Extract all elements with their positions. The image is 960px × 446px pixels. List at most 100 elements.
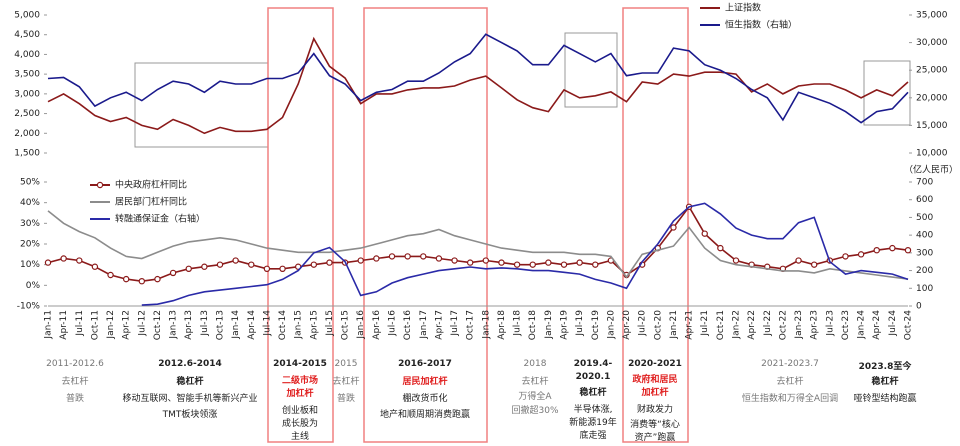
highlight-box (134, 62, 269, 148)
x-tick-label: Apr-20 (622, 310, 632, 340)
y2-tick-label: 500 (916, 213, 933, 223)
point (185, 265, 192, 272)
x-tick-label: Apr-13 (184, 310, 194, 340)
y2-tick-label: 20,000 (916, 93, 948, 103)
annotation: 回撤超30% (511, 406, 559, 416)
annotation: 稳杠杆 (176, 377, 204, 387)
y-tick-label: 2,500 (14, 109, 40, 119)
annotation: 2014-2015 (273, 359, 327, 369)
point (451, 257, 458, 264)
annotation: 2020-2021 (628, 359, 682, 369)
period-box (622, 7, 689, 443)
legend-marker (96, 181, 104, 189)
point (107, 271, 114, 279)
x-tick-label: Jul-22 (763, 310, 773, 337)
x-tick-label: Oct-16 (403, 310, 413, 341)
point (482, 257, 490, 264)
x-tick-label: Oct-24 (904, 310, 914, 341)
y-tick-label: 4,500 (14, 30, 40, 40)
y-tick-label: 50% (20, 178, 40, 188)
point (373, 255, 380, 262)
point (122, 275, 130, 283)
y2-tick-label: 25,000 (916, 66, 948, 76)
x-tick-label: Jan-16 (356, 310, 366, 340)
highlight-box (564, 32, 618, 108)
x-tick-label: Oct-11 (90, 310, 100, 340)
x-tick-label: Oct-19 (591, 310, 601, 341)
y2-tick-label: 15,000 (916, 121, 948, 131)
annotation: 二级市场 (281, 376, 319, 386)
x-tick-label: Oct-14 (278, 310, 288, 341)
y2-tick-label: 30,000 (916, 38, 948, 48)
x-tick-label: Apr-24 (872, 310, 882, 340)
point (857, 251, 865, 258)
x-tick-label: Jan-12 (106, 310, 116, 340)
point (498, 259, 505, 266)
annotation: 稳杠杆 (579, 388, 607, 398)
point (842, 253, 849, 260)
y-tick-label: 1,500 (14, 149, 40, 159)
period-box (363, 7, 488, 443)
point (76, 257, 83, 264)
annotation: 2020.1 (575, 372, 611, 382)
annotation: 2011-2012.6 (46, 359, 104, 369)
x-tick-label: Apr-22 (747, 310, 757, 340)
x-tick-label: Jan-21 (669, 310, 679, 340)
x-tick-label: Jul-17 (450, 310, 460, 337)
point (216, 261, 224, 268)
annotation: 去杠杆 (61, 377, 89, 387)
annotation: 2012.6-2014 (158, 359, 222, 369)
point (732, 257, 740, 264)
series-line (141, 202, 909, 306)
x-tick-label: Oct-15 (341, 310, 351, 340)
x-tick-label: Apr-17 (434, 310, 444, 340)
series-line (47, 33, 909, 124)
point (248, 261, 255, 268)
annotation: 加杠杆 (286, 389, 314, 399)
x-tick-label: Apr-16 (372, 310, 382, 340)
y2-tick-label: 10,000 (916, 149, 948, 159)
point (263, 265, 271, 272)
annotation: 2023.8至今 (858, 362, 912, 372)
legend-label: 恒生指数（右轴） (725, 19, 797, 31)
x-tick-label: Jan-23 (794, 310, 804, 340)
y-tick-label: 3,500 (14, 70, 40, 80)
annotation: 去杠杆 (332, 377, 360, 387)
point (60, 255, 67, 262)
x-tick-label: Oct-17 (466, 310, 476, 340)
legend-label: 转融通保证金（右轴） (115, 213, 205, 225)
x-tick-label: Apr-18 (497, 310, 507, 340)
y-tick-label: 20% (20, 240, 40, 250)
x-tick-label: Jul-15 (325, 310, 335, 337)
y2-tick-label: 0 (916, 302, 922, 312)
annotation: 资产”跑赢 (634, 433, 676, 443)
point (466, 259, 474, 266)
annotation: 2015 (334, 359, 358, 369)
x-tick-label: Oct-21 (716, 310, 726, 340)
annotation: 普跌 (336, 394, 356, 404)
y2-tick-label: 35,000 (916, 11, 948, 21)
y-tick-label: 40% (20, 198, 40, 208)
point (576, 259, 583, 266)
annotation: 万得全A (518, 392, 552, 402)
x-tick-label: Oct-12 (153, 310, 163, 340)
point (717, 244, 724, 252)
x-tick-label: Jan-11 (44, 310, 54, 340)
point (529, 261, 536, 268)
y2-tick-label: 700 (916, 178, 933, 188)
x-tick-label: Apr-23 (810, 310, 820, 340)
point (592, 261, 599, 268)
annotation: 去杠杆 (521, 377, 549, 387)
legend-label: 上证指数 (725, 2, 761, 14)
annotation: 恒生指数和万得全A回调 (741, 394, 839, 404)
point (232, 257, 239, 264)
highlight-box (863, 60, 911, 126)
y-tick-label: 3,000 (14, 89, 40, 99)
y2-tick-label: 300 (916, 248, 933, 258)
annotation: 棚改货币化 (402, 394, 448, 404)
annotation: 2019.4- (573, 359, 613, 369)
x-tick-label: Oct-20 (653, 310, 663, 341)
x-tick-label: Jul-11 (75, 310, 85, 337)
